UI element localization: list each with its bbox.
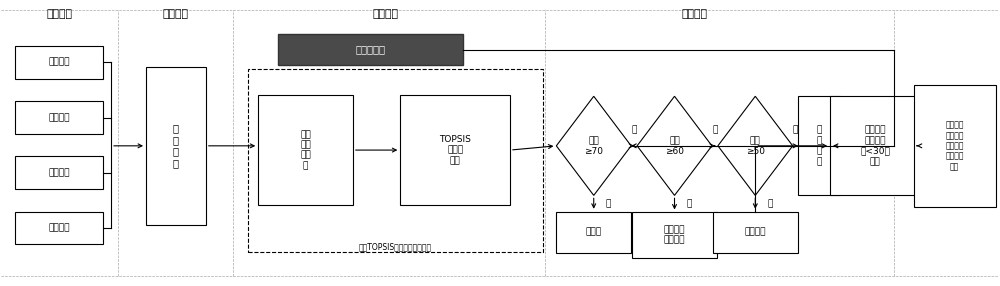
Text: 得分
≥70: 得分 ≥70 bbox=[584, 136, 603, 156]
Text: 得分
≥60: 得分 ≥60 bbox=[665, 136, 684, 156]
Text: 停机数据: 停机数据 bbox=[48, 223, 70, 233]
Bar bbox=[278, 34, 463, 65]
Text: 质量数据: 质量数据 bbox=[48, 113, 70, 122]
Bar bbox=[400, 95, 510, 205]
Bar bbox=[15, 212, 103, 244]
Text: 输出结果: 输出结果 bbox=[681, 9, 707, 19]
Bar bbox=[15, 101, 103, 134]
Text: 是: 是 bbox=[767, 199, 773, 208]
Text: 剔除数据: 剔除数据 bbox=[48, 168, 70, 177]
Text: 数
据
处
理: 数 据 处 理 bbox=[173, 124, 179, 168]
Text: 数据资源: 数据资源 bbox=[46, 9, 72, 19]
Text: 不轮保，
建议关注: 不轮保， 建议关注 bbox=[664, 225, 685, 245]
Bar bbox=[258, 95, 353, 205]
Text: 得分
≥50: 得分 ≥50 bbox=[746, 136, 765, 156]
Text: 自动生成
设备评价
报告及差
异化轮保
内容: 自动生成 设备评价 报告及差 异化轮保 内容 bbox=[945, 120, 964, 171]
Text: 否: 否 bbox=[793, 126, 798, 134]
Text: 优
先
轮
保: 优 先 轮 保 bbox=[816, 126, 822, 166]
Bar bbox=[248, 69, 543, 252]
Text: 模型建立: 模型建立 bbox=[372, 9, 398, 19]
Polygon shape bbox=[718, 96, 793, 195]
Text: 否: 否 bbox=[712, 126, 718, 134]
Text: 否: 否 bbox=[631, 126, 637, 134]
Text: TOPSIS
法计算
得分: TOPSIS 法计算 得分 bbox=[439, 135, 471, 165]
Bar bbox=[15, 46, 103, 79]
Bar bbox=[798, 96, 840, 195]
Text: 不轮保: 不轮保 bbox=[586, 228, 602, 237]
Polygon shape bbox=[556, 96, 631, 195]
Text: 是: 是 bbox=[606, 199, 611, 208]
Bar bbox=[146, 67, 206, 225]
Bar bbox=[15, 156, 103, 189]
Bar bbox=[556, 212, 631, 253]
Text: 高权重指
标中的得
分<30的
指标: 高权重指 标中的得 分<30的 指标 bbox=[860, 126, 890, 166]
Bar bbox=[830, 96, 920, 195]
Text: 熵权
法计
算权
重: 熵权 法计 算权 重 bbox=[300, 130, 311, 170]
Text: 产量数据: 产量数据 bbox=[48, 58, 70, 67]
Text: 是: 是 bbox=[686, 199, 692, 208]
Bar bbox=[632, 212, 717, 258]
Polygon shape bbox=[637, 96, 712, 195]
Text: 数据组织: 数据组织 bbox=[163, 9, 189, 19]
Text: 建议轮保: 建议轮保 bbox=[745, 228, 766, 237]
Bar bbox=[914, 85, 996, 207]
Text: 熵权TOPSIS设备综合评价模型: 熵权TOPSIS设备综合评价模型 bbox=[359, 242, 432, 251]
Text: 设备故障树: 设备故障树 bbox=[355, 45, 385, 55]
Bar bbox=[713, 212, 798, 253]
